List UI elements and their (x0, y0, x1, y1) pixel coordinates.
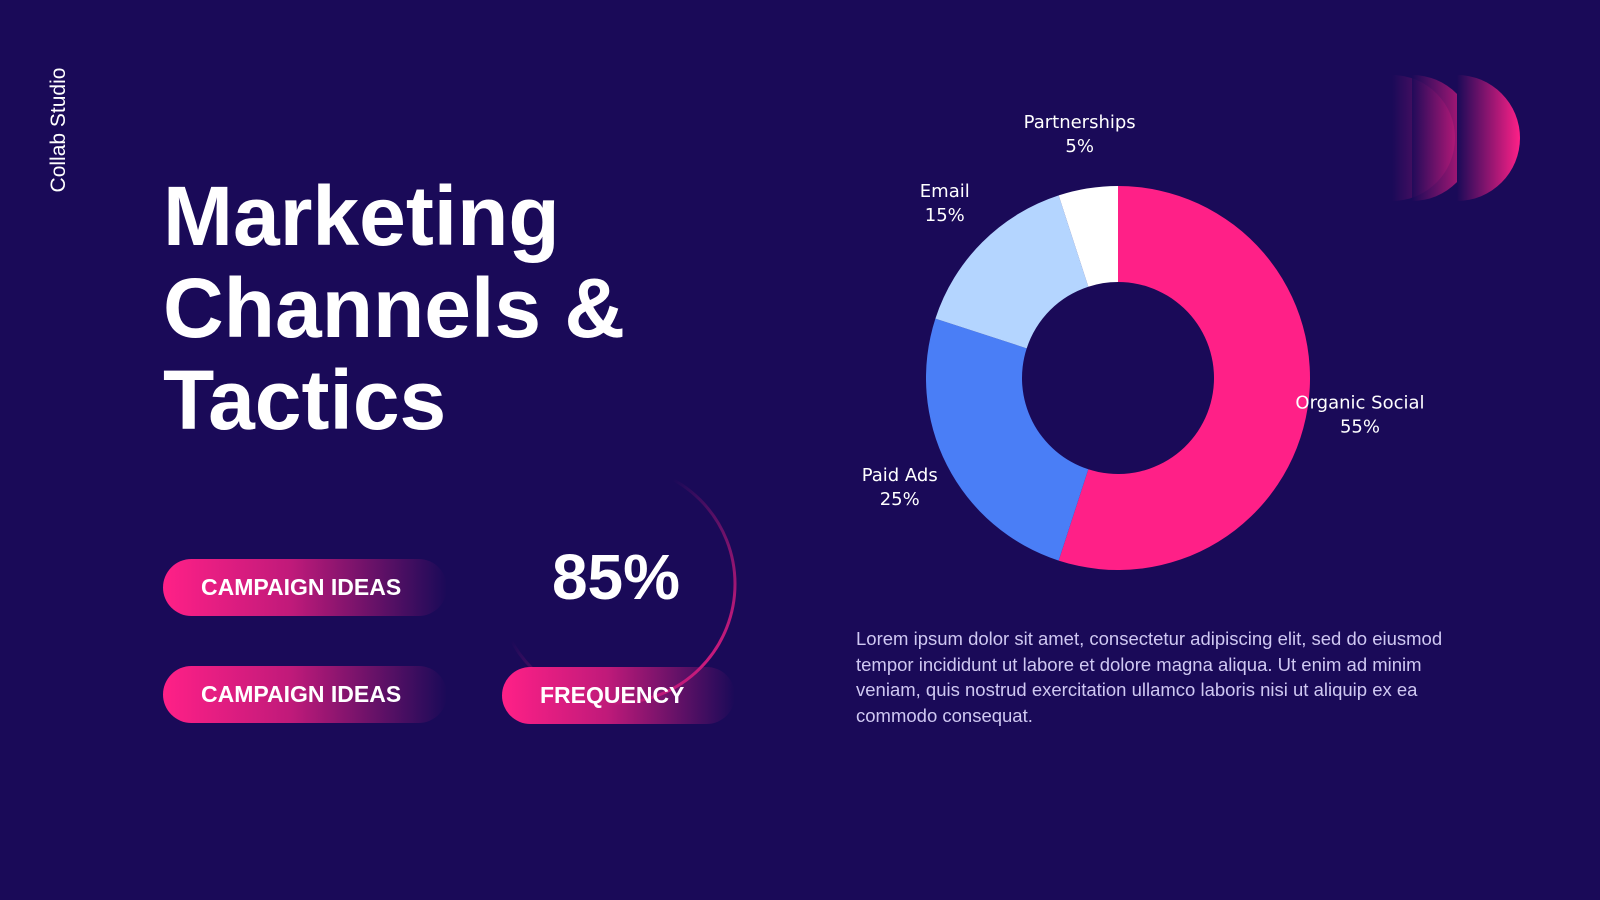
decor-shape (1457, 75, 1520, 201)
slice-label: Organic Social (1295, 392, 1424, 413)
stat-value: 85% (551, 541, 681, 613)
paragraph: Lorem ipsum dolor sit amet, consectetur … (856, 628, 1443, 726)
donut-slice (935, 195, 1089, 349)
pill-button[interactable]: CAMPAIGN IDEAS (163, 559, 447, 616)
slice-label: Email (920, 181, 970, 202)
slice-label: Paid Ads (862, 465, 938, 486)
stat-label[interactable]: FREQUENCY (502, 667, 735, 724)
slice-value-label: 5% (1065, 136, 1094, 157)
slice-value-label: 15% (925, 205, 965, 226)
donut-chart: Organic Social 55% Paid Ads 25% Email 15% Part… (862, 112, 1425, 570)
donut-slice (1058, 186, 1118, 287)
brand: Collab Studio (47, 67, 70, 193)
slice-value-label: 55% (1340, 416, 1380, 437)
slice-label: Partnerships (1024, 112, 1136, 133)
heading: Marketing Channels & Tactics (163, 169, 626, 447)
pill-button[interactable]: CAMPAIGN IDEAS (163, 666, 447, 723)
donut-slice (1058, 186, 1311, 570)
slice-value-label: 25% (880, 489, 920, 510)
donut-slice (926, 318, 1089, 561)
